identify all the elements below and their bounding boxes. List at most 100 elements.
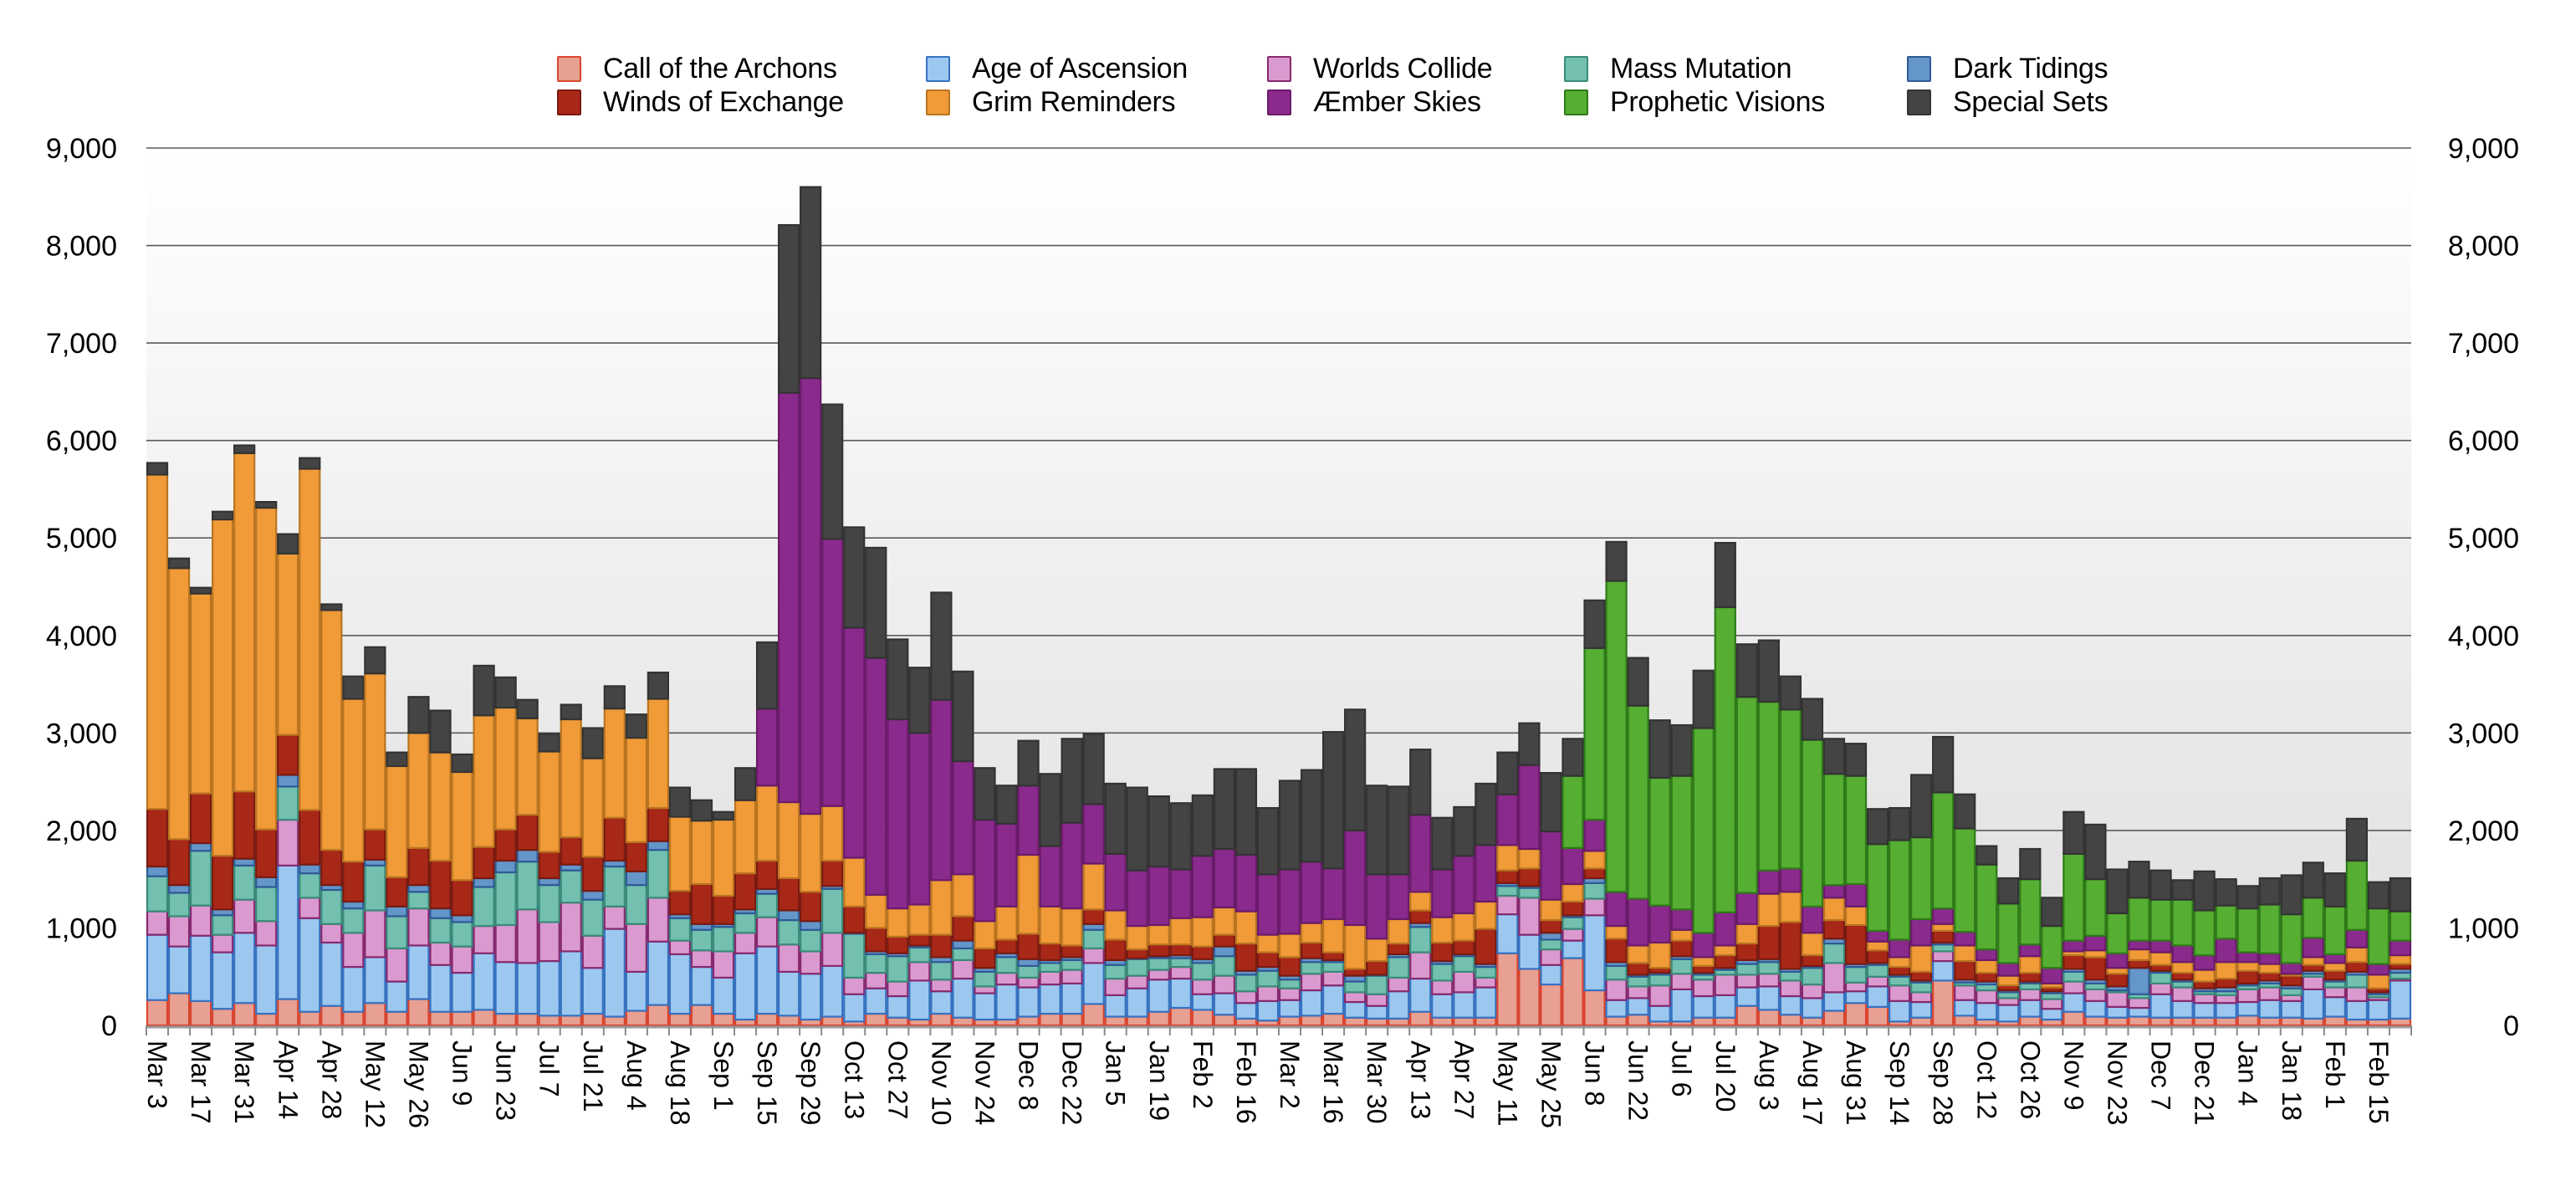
bar-segment-age-of-ascension (1061, 982, 1083, 1015)
bar-segment-age-of-ascension (364, 956, 386, 1005)
bar-stack (778, 223, 800, 1027)
bar-segment-prophetic-visions (1932, 791, 1955, 910)
bar-segment-call-of-the-archons (2193, 1016, 2216, 1027)
bar-segment-æmber-skies (995, 822, 1018, 907)
bar-segment-age-of-ascension (167, 945, 191, 994)
bar-segment-winds-of-exchange (473, 846, 495, 880)
bar-segment-winds-of-exchange (1518, 867, 1541, 887)
bar-segment-mass-mutation (1540, 938, 1562, 951)
bar-segment-mass-mutation (1910, 981, 1933, 994)
bar-stack (255, 500, 278, 1027)
bar-segment-age-of-ascension (2041, 1008, 2063, 1021)
bar-segment-grim-reminders (2323, 962, 2346, 972)
bar-segment-call-of-the-archons (299, 1010, 321, 1027)
bar-segment-worlds-collide (1278, 987, 1301, 1001)
bar-segment-age-of-ascension (2019, 999, 2042, 1018)
bar-stack (146, 462, 169, 1027)
bar-segment-worlds-collide (1714, 974, 1736, 996)
bar-segment-dark-tidings (538, 877, 560, 887)
x-tick-label: Mar 3 (142, 1040, 172, 1109)
bar-stack (1714, 541, 1736, 1027)
bar-segment-grim-reminders (146, 473, 169, 810)
bar-segment-dark-tidings (778, 909, 800, 922)
bar-segment-age-of-ascension (1779, 994, 1802, 1016)
bar-segment-worlds-collide (212, 933, 234, 953)
bar-segment-special-sets (2367, 881, 2390, 910)
bar-stack (1431, 816, 1454, 1027)
x-tick-label: Apr 14 (273, 1040, 303, 1119)
bar-segment-call-of-the-archons (2106, 1016, 2129, 1027)
bar-segment-call-of-the-archons (1932, 979, 1955, 1027)
bar-segment-call-of-the-archons (647, 1004, 670, 1027)
bar-segment-mass-mutation (538, 884, 560, 923)
bar-segment-grim-reminders (1366, 938, 1388, 963)
bar-segment-æmber-skies (1169, 868, 1192, 919)
bar-segment-age-of-ascension (2149, 993, 2172, 1019)
bar-segment-special-sets (1518, 722, 1541, 766)
bar-segment-winds-of-exchange (1278, 956, 1301, 977)
bar-segment-mass-mutation (952, 947, 974, 962)
bar-segment-age-of-ascension (2367, 999, 2390, 1021)
legend-item-call-of-the-archons: Call of the Archons (557, 53, 837, 84)
bar-segment-special-sets (1605, 540, 1628, 582)
bar-segment-age-of-ascension (233, 932, 256, 1005)
bar-segment-grim-reminders (386, 764, 408, 878)
legend-item-dark-tidings: Dark Tidings (1907, 53, 2108, 84)
bar-segment-age-of-ascension (1888, 999, 1911, 1023)
bar-segment-prophetic-visions (2084, 878, 2107, 937)
bar-segment-æmber-skies (1627, 897, 1649, 947)
bar-segment-mass-mutation (1779, 970, 1802, 982)
bar-segment-age-of-ascension (1496, 913, 1519, 954)
bar-segment-winds-of-exchange (189, 792, 212, 845)
bar-segment-call-of-the-archons (1475, 1016, 1497, 1027)
bar-segment-æmber-skies (1975, 948, 1998, 962)
bar-segment-grim-reminders (1039, 905, 1061, 945)
x-tick-label: May 12 (360, 1040, 390, 1128)
bar-segment-grim-reminders (1714, 944, 1736, 957)
bar-segment-special-sets (212, 510, 234, 521)
bar-segment-worlds-collide (1583, 897, 1606, 917)
bar-segment-æmber-skies (2128, 939, 2150, 951)
bar-segment-worlds-collide (908, 961, 931, 982)
bar-stack (1518, 722, 1541, 1027)
bar-stack (1321, 731, 1345, 1027)
bar-segment-winds-of-exchange (212, 855, 234, 911)
bar-segment-special-sets (1017, 739, 1040, 787)
bar-segment-age-of-ascension (2323, 996, 2346, 1018)
bar-stack (2323, 872, 2346, 1027)
bar-segment-grim-reminders (1822, 897, 1846, 922)
bar-segment-mass-mutation (320, 888, 343, 925)
bar-segment-winds-of-exchange (1061, 944, 1083, 959)
bar-segment-worlds-collide (800, 950, 822, 975)
bar-segment-age-of-ascension (995, 983, 1018, 1021)
bar-segment-age-of-ascension (1605, 999, 1628, 1018)
bar-segment-dark-tidings (2128, 967, 2150, 995)
bar-segment-grim-reminders (320, 609, 343, 851)
bar-segment-age-of-ascension (2389, 979, 2412, 1020)
bar-segment-æmber-skies (1061, 821, 1083, 910)
bar-segment-special-sets (1344, 708, 1367, 831)
bar-segment-winds-of-exchange (843, 905, 866, 934)
bar-segment-winds-of-exchange (1082, 908, 1105, 925)
bar-stack (451, 753, 473, 1027)
bar-segment-prophetic-visions (2302, 897, 2324, 939)
x-tick-label: Jul 21 (578, 1040, 608, 1112)
bar-segment-worlds-collide (386, 947, 408, 983)
bar-segment-winds-of-exchange (733, 872, 757, 911)
bar-segment-worlds-collide (952, 959, 974, 980)
x-tick-label: Sep 29 (795, 1040, 825, 1125)
bar-segment-worlds-collide (1997, 997, 2020, 1006)
x-tick-label: Mar 16 (1318, 1040, 1348, 1124)
bar-segment-worlds-collide (299, 897, 321, 919)
bar-segment-call-of-the-archons (342, 1010, 365, 1027)
bar-segment-worlds-collide (1757, 973, 1780, 988)
bar-stack (821, 403, 844, 1027)
legend-item-age-of-ascension: Age of Ascension (926, 53, 1188, 84)
bar-segment-grim-reminders (1388, 918, 1410, 945)
bars (146, 186, 2412, 1027)
bar-segment-worlds-collide (995, 971, 1018, 986)
legend-label: Prophetic Visions (1610, 85, 1825, 118)
bar-segment-special-sets (364, 646, 386, 675)
bar-segment-age-of-ascension (1954, 999, 1976, 1017)
